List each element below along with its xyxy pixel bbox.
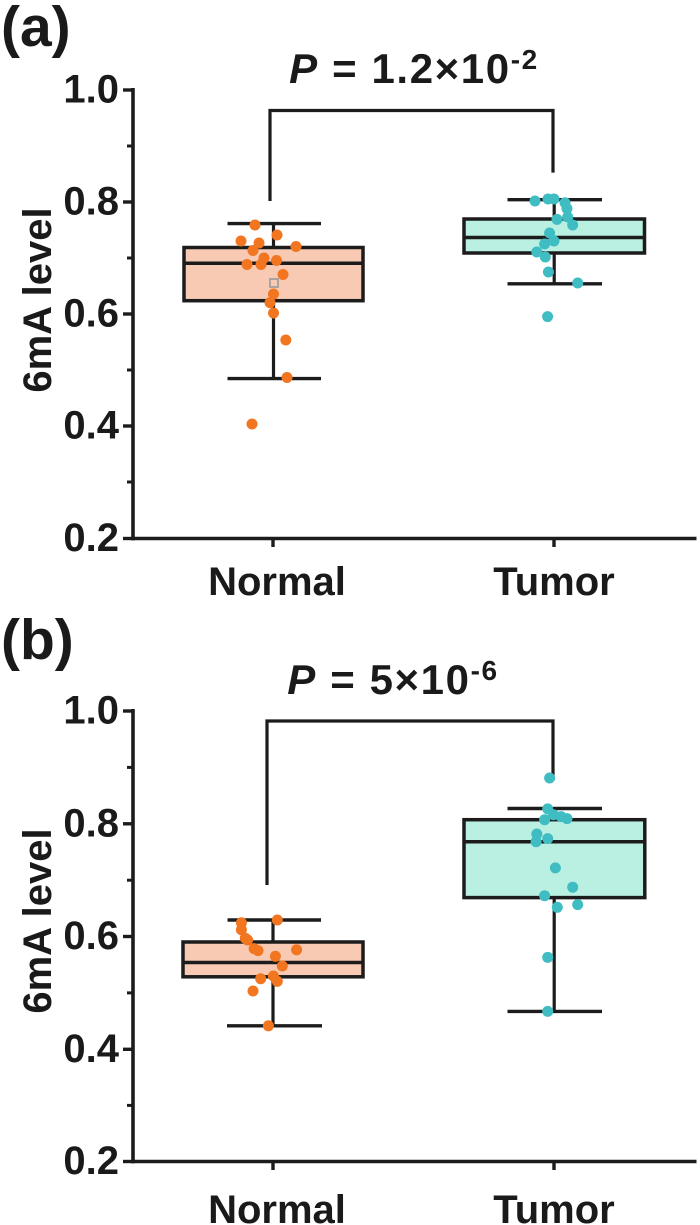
svg-text:0.8: 0.8	[63, 180, 119, 224]
svg-text:1.0: 1.0	[63, 68, 119, 112]
svg-text:Normal: Normal	[208, 560, 346, 604]
svg-text:6mA level: 6mA level	[16, 828, 60, 1013]
svg-text:(a): (a)	[1, 0, 71, 59]
svg-text:0.4: 0.4	[63, 404, 119, 448]
svg-text:P = 1.2×10-2: P = 1.2×10-2	[289, 44, 539, 92]
svg-text:0.4: 0.4	[63, 1027, 119, 1071]
svg-text:0.2: 0.2	[63, 1139, 119, 1183]
svg-text:0.6: 0.6	[63, 292, 119, 336]
svg-text:P = 5×10-6: P = 5×10-6	[287, 655, 498, 703]
svg-text:6mA level: 6mA level	[16, 207, 60, 392]
svg-text:0.6: 0.6	[63, 914, 119, 958]
svg-text:Tumor: Tumor	[493, 560, 614, 604]
svg-text:Normal: Normal	[208, 1188, 346, 1225]
svg-text:0.8: 0.8	[63, 801, 119, 845]
svg-text:Tumor: Tumor	[493, 1188, 614, 1225]
svg-text:1.0: 1.0	[63, 689, 119, 733]
svg-text:(b): (b)	[1, 608, 74, 672]
svg-text:0.2: 0.2	[63, 516, 119, 560]
